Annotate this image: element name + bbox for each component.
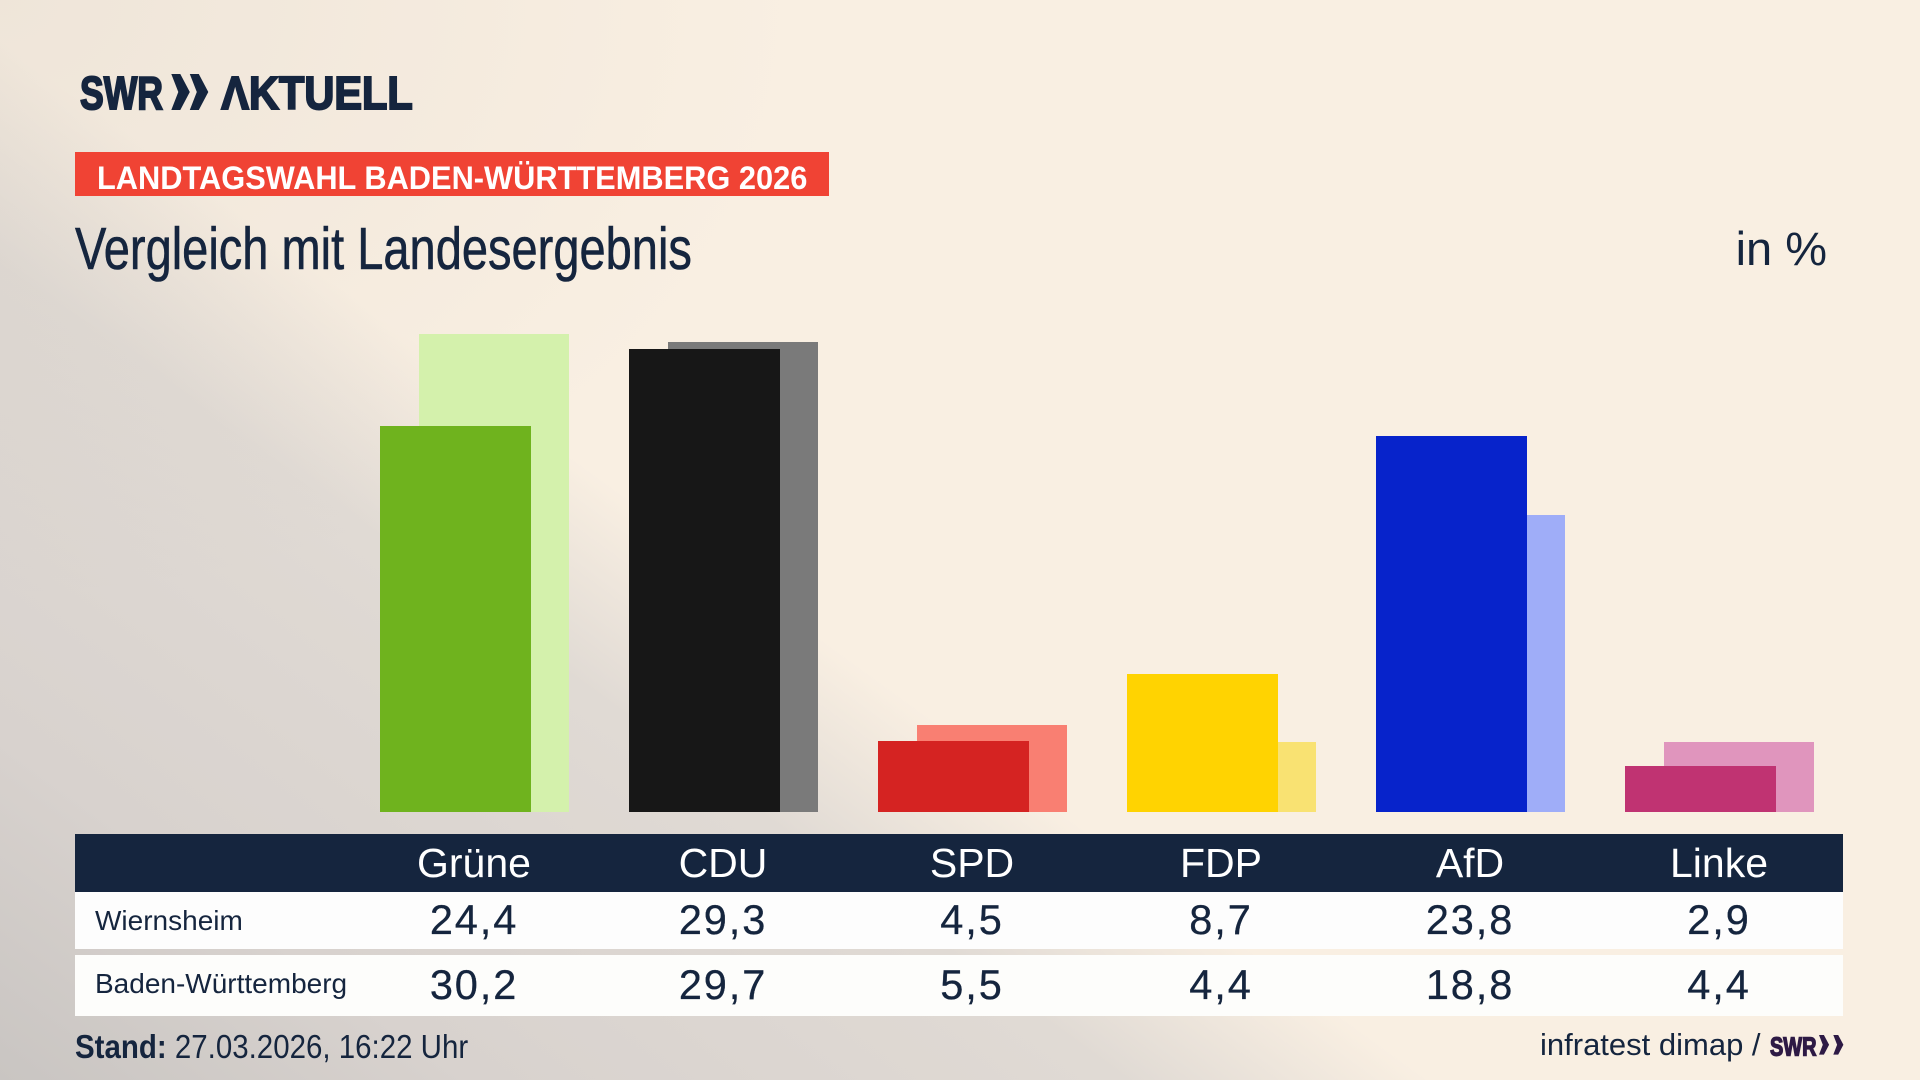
svg-text:SWR: SWR (1770, 1032, 1817, 1062)
svg-text:SWR: SWR (80, 67, 163, 119)
svg-text:ΛKTUELL: ΛKTUELL (221, 67, 412, 119)
